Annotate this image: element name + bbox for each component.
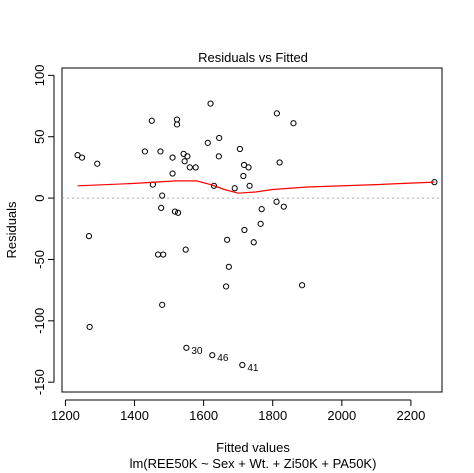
data-point (207, 100, 214, 107)
data-point (169, 170, 176, 177)
y-tick-label: 100 (32, 65, 47, 87)
data-point (273, 110, 280, 117)
y-axis-label: Residuals (4, 201, 19, 259)
point-label: 46 (217, 353, 229, 364)
point-label: 30 (191, 346, 203, 357)
data-point (224, 236, 231, 243)
data-point (250, 239, 257, 246)
data-point (298, 282, 306, 289)
y-tick-label: 50 (32, 129, 47, 143)
data-point (148, 117, 155, 124)
x-tick-label: 2000 (327, 408, 356, 423)
x-tick-label: 2200 (396, 408, 425, 423)
x-axis: 1200 1400 1600 1800 2000 2200 (51, 399, 425, 423)
x-axis-label: Fitted values (216, 440, 290, 455)
x-tick-label: 1400 (120, 408, 149, 423)
data-point (94, 160, 101, 167)
data-point (240, 172, 247, 180)
point-label: 41 (247, 363, 259, 374)
data-point (141, 148, 149, 155)
data-point (158, 204, 165, 212)
x-tick-label: 1600 (189, 408, 218, 423)
data-point (225, 263, 232, 270)
data-point (86, 323, 93, 331)
data-point (160, 251, 167, 258)
y-tick-label: -50 (32, 250, 47, 269)
x-tick-label: 1200 (51, 408, 80, 423)
data-point (186, 164, 193, 171)
data-point (78, 154, 86, 161)
chart-subtitle: lm(REE50K ~ Sex + Wt. + Zi50K + PA50K) (130, 456, 377, 471)
data-point (154, 251, 162, 258)
data-point (236, 145, 244, 153)
chart-title: Residuals vs Fitted (198, 50, 308, 65)
data-point (280, 203, 287, 210)
data-point (180, 150, 187, 158)
data-point (204, 139, 211, 146)
x-tick-label: 1800 (258, 408, 287, 423)
data-point (257, 220, 264, 227)
data-point (183, 344, 190, 351)
y-axis: -150 -100 -50 0 50 100 (32, 65, 55, 395)
data-point (171, 208, 179, 215)
data-point (215, 153, 222, 160)
y-tick-label: -150 (32, 369, 47, 395)
data-point (239, 361, 246, 369)
data-point (169, 154, 176, 161)
data-point (159, 192, 166, 199)
smoothed-trend-line (77, 180, 435, 194)
data-point (209, 352, 216, 359)
data-point (184, 153, 191, 160)
data-point (245, 164, 252, 171)
data-point (210, 182, 218, 189)
y-tick-label: 0 (32, 194, 47, 201)
y-tick-label: -100 (32, 308, 47, 334)
data-point (273, 198, 280, 205)
data-point (216, 134, 223, 142)
data-point (174, 209, 182, 216)
data-point (290, 120, 297, 127)
plot-frame (61, 67, 443, 393)
data-point (192, 164, 199, 171)
data-point (173, 121, 181, 128)
data-point (246, 182, 253, 189)
data-point (258, 206, 265, 213)
data-point (85, 233, 93, 240)
data-point (222, 283, 230, 290)
data-point (182, 246, 189, 253)
data-point (159, 301, 166, 308)
data-points: 30 46 41 (74, 100, 438, 374)
data-point (241, 226, 248, 234)
data-point (231, 185, 238, 192)
data-point (157, 148, 164, 155)
data-point (276, 159, 283, 166)
data-point (181, 158, 188, 165)
